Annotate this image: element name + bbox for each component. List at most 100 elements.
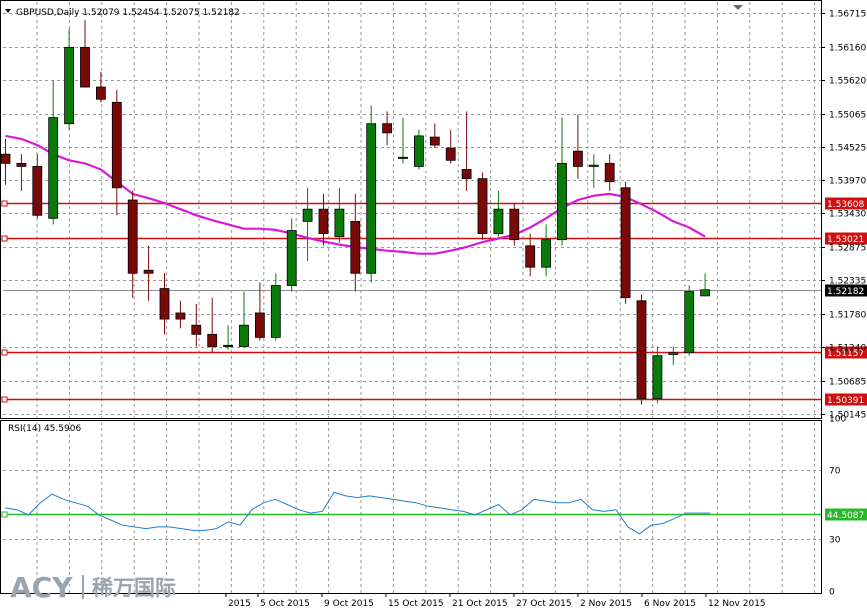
candle-body bbox=[588, 164, 599, 167]
y-tick-label: 1.51780 bbox=[829, 311, 866, 321]
x-tick-label: 2 Nov 2015 bbox=[580, 599, 632, 609]
y-tick-label: 1.56715 bbox=[829, 10, 866, 20]
rsi-level-label: 44.5087 bbox=[827, 511, 864, 521]
price-level-label-bg bbox=[825, 232, 867, 245]
candle-body bbox=[493, 208, 504, 234]
x-tick-label: 9 Oct 2015 bbox=[324, 599, 374, 609]
y-tick-label: 1.55065 bbox=[829, 111, 866, 121]
y-tick-label: 1.53430 bbox=[829, 210, 866, 220]
main-panel-frame bbox=[0, 0, 822, 419]
x-tick-label: 5 Oct 2015 bbox=[260, 599, 310, 609]
x-tick-label: 27 Oct 2015 bbox=[516, 599, 572, 609]
rsi-label: RSI(14) 45.5906 bbox=[8, 424, 81, 434]
candle-body bbox=[684, 291, 695, 354]
candle-body bbox=[159, 288, 170, 320]
candle-body bbox=[398, 156, 408, 159]
current-price-label-bg bbox=[825, 284, 867, 297]
candle-body bbox=[96, 86, 106, 100]
candle-body bbox=[509, 208, 520, 241]
candle-body bbox=[573, 150, 583, 167]
grid-layer bbox=[0, 0, 825, 594]
header-dropdown-icon[interactable] bbox=[5, 9, 11, 13]
price-level-label: 1.51157 bbox=[827, 349, 864, 359]
candle-body bbox=[0, 153, 11, 164]
price-level-handle bbox=[1, 235, 8, 242]
candle-body bbox=[334, 208, 345, 238]
price-level-handle bbox=[1, 396, 8, 403]
candle-body bbox=[32, 166, 43, 216]
candle-body bbox=[254, 312, 265, 338]
price-level-label-bg bbox=[825, 346, 867, 359]
candle-body bbox=[652, 355, 663, 399]
candle-body bbox=[668, 352, 679, 355]
y-tick-label: 1.50145 bbox=[829, 411, 866, 421]
y-tick-label: 1.51240 bbox=[829, 344, 866, 354]
x-tick-label: 6 Nov 2015 bbox=[644, 599, 696, 609]
y-tick-label: 1.54525 bbox=[829, 144, 866, 154]
chart-header-text: GBPUSD,Daily 1.52079 1.52454 1.52075 1.5… bbox=[16, 8, 240, 18]
price-level-handle bbox=[1, 349, 8, 356]
labels-layer: 1.56715 1.56160 1.55620 1.55065 1.54525 1.539… bbox=[225, 10, 866, 609]
candle-body bbox=[413, 135, 424, 167]
candle-body bbox=[175, 312, 186, 320]
current-price-label: 1.52182 bbox=[827, 287, 864, 297]
candle-body bbox=[223, 344, 234, 347]
price-level-label: 1.50391 bbox=[827, 396, 864, 406]
candle-body bbox=[270, 285, 281, 338]
rsi-y-tick-label: 100 bbox=[829, 415, 846, 425]
rsi-layer: 44.5087 bbox=[1, 491, 867, 535]
rsi-level-label-bg bbox=[825, 508, 867, 521]
price-level-label: 1.53021 bbox=[827, 235, 864, 245]
candle-body bbox=[64, 46, 74, 125]
y-tick-label: 1.52875 bbox=[829, 244, 866, 254]
candle-body bbox=[461, 169, 472, 180]
candle-body bbox=[477, 178, 488, 234]
candle-body bbox=[541, 239, 551, 268]
candle-body bbox=[286, 230, 297, 286]
shift-marker-icon[interactable] bbox=[733, 5, 743, 10]
rsi-y-tick-label: 0 bbox=[829, 588, 835, 598]
candle-body bbox=[16, 162, 27, 167]
candle-body bbox=[318, 208, 329, 234]
candle-body bbox=[207, 333, 218, 347]
rsi-line bbox=[4, 491, 710, 535]
x-tick-label: 15 Oct 2015 bbox=[388, 599, 444, 609]
candle-body bbox=[366, 123, 377, 274]
candle-body bbox=[445, 147, 456, 161]
rsi-y-tick-label: 30 bbox=[829, 536, 841, 546]
x-tick-label: 2015 bbox=[228, 599, 251, 609]
price-level-handle bbox=[1, 200, 8, 207]
candle-body bbox=[127, 199, 138, 274]
y-tick-label: 1.50685 bbox=[829, 378, 866, 388]
acy-logo: ACY 稀万国际 bbox=[10, 571, 176, 604]
candle-body bbox=[525, 245, 536, 268]
y-tick-label: 1.52335 bbox=[829, 277, 866, 287]
rsi-panel-frame bbox=[0, 420, 822, 594]
candle-body bbox=[604, 162, 615, 183]
y-tick-label: 1.55620 bbox=[829, 77, 866, 87]
price-level-label-bg bbox=[825, 197, 867, 210]
candle-body bbox=[191, 324, 202, 335]
candle-body bbox=[80, 46, 90, 88]
x-tick-label: 21 Oct 2015 bbox=[452, 599, 508, 609]
x-tick-label: 12 Nov 2015 bbox=[708, 599, 766, 609]
watermark-cn: 稀万国际 bbox=[92, 576, 176, 600]
candle-body bbox=[620, 187, 631, 299]
rsi-y-tick-label: 70 bbox=[829, 467, 841, 477]
candles-layer bbox=[0, 19, 710, 405]
y-tick-label: 1.56160 bbox=[829, 44, 866, 54]
price-level-label-bg bbox=[825, 393, 867, 406]
candle-body bbox=[382, 123, 393, 134]
candle-body bbox=[350, 220, 361, 274]
candle-body bbox=[302, 208, 313, 222]
y-tick-label: 1.53970 bbox=[829, 177, 866, 187]
candle-body bbox=[557, 162, 567, 241]
watermark-brand: ACY bbox=[10, 571, 73, 604]
price-level-label: 1.53608 bbox=[827, 200, 864, 210]
candle-body bbox=[700, 289, 710, 297]
candle-body bbox=[143, 269, 154, 274]
candle-body bbox=[239, 324, 249, 347]
watermark-divider bbox=[82, 575, 84, 599]
candle-body bbox=[48, 117, 59, 219]
